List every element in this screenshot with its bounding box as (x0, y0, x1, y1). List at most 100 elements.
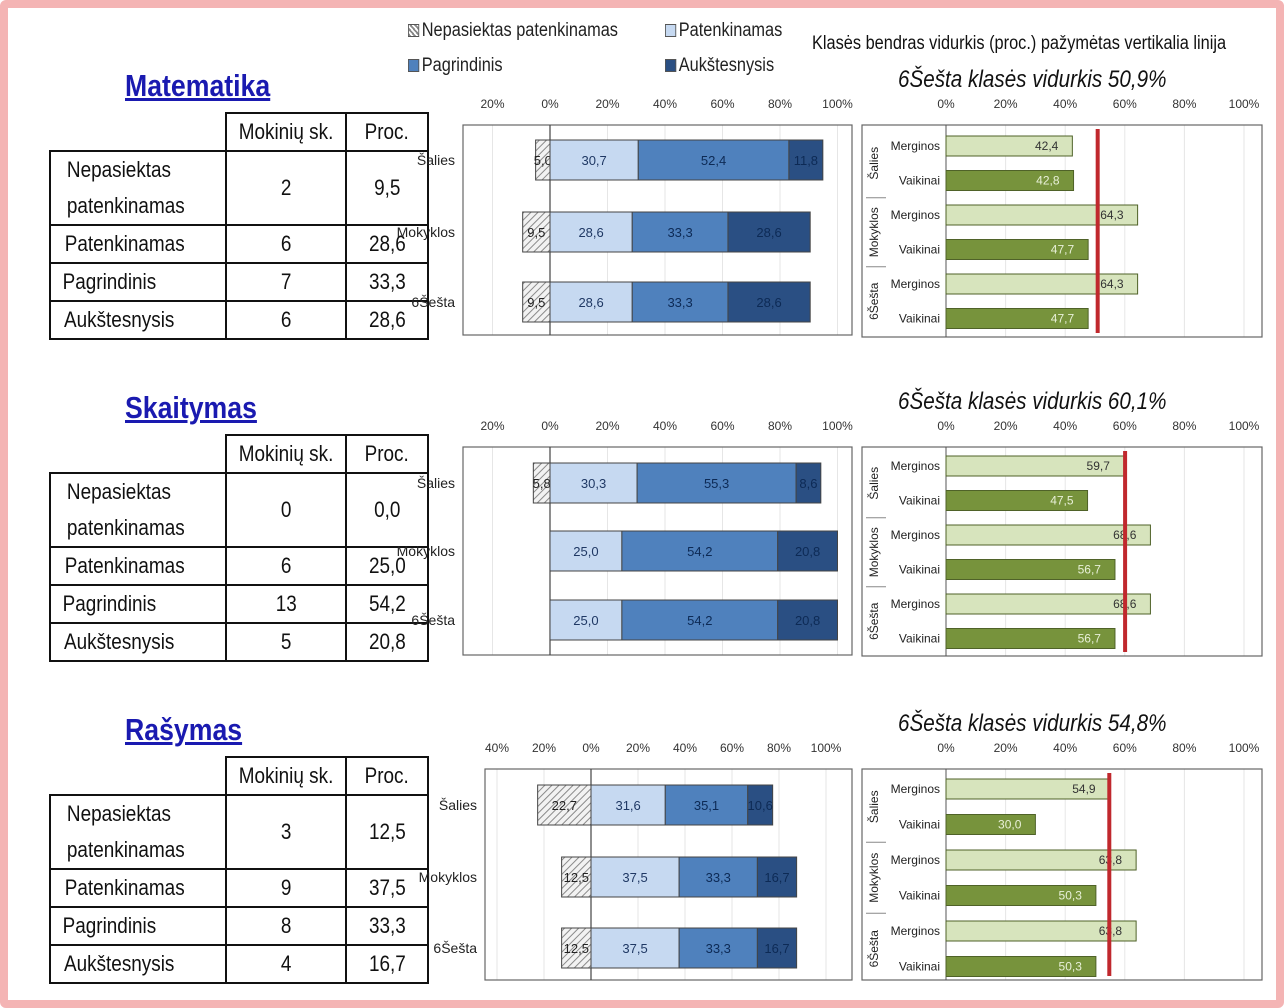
legend-swatch-blue (408, 59, 420, 73)
data-label: 56,7 (1078, 632, 1102, 646)
legend-label: Patenkinamas (678, 20, 783, 41)
category-label: 6Šešta (411, 612, 455, 628)
category-label: Mokyklos (397, 224, 455, 240)
category-label: Mokyklos (397, 543, 455, 559)
row-label: Nepasiektas patenkinamas (49, 472, 227, 548)
data-label: 22,7 (552, 798, 577, 813)
bar-boys (945, 490, 1089, 511)
legend-label: Aukštesnysis (678, 55, 775, 76)
axis-tick-label: 20% (480, 419, 504, 433)
cell-percent: 28,6 (345, 300, 429, 340)
axis-tick-label: 60% (720, 741, 744, 755)
axis-tick-label: 20% (595, 97, 619, 111)
row-label: Nepasiektas patenkinamas (49, 150, 227, 226)
cell-percent: 9,5 (345, 150, 429, 226)
axis-tick-label: 60% (1113, 741, 1137, 755)
cell-count: 2 (225, 150, 347, 226)
bar-segment (636, 462, 797, 504)
legend-label: Pagrindinis (421, 55, 503, 76)
class-average-title: 6Šešta klasės vidurkis 54,8% (898, 710, 1167, 737)
data-label: 54,9 (1072, 782, 1096, 796)
axis-tick-label: 100% (822, 97, 853, 111)
axis-tick-label: 20% (994, 419, 1018, 433)
data-label: 9,5 (527, 295, 545, 310)
axis-tick-label: 20% (480, 97, 504, 111)
plot-area-border (462, 124, 853, 336)
bar-girls (945, 135, 1073, 157)
axis-tick-label: 80% (768, 97, 792, 111)
data-label: 55,3 (704, 476, 729, 491)
category-label: 6Šešta (433, 940, 477, 956)
data-label: 59,7 (1087, 459, 1111, 473)
group-label: Mokyklos (867, 527, 881, 577)
group-label: Mokyklos (867, 853, 881, 903)
legend-item-basic: Pagrindinis (408, 55, 503, 77)
row-label: Vaikinai (899, 174, 940, 188)
axis-tick-label: 100% (1229, 741, 1260, 755)
row-label: Merginos (891, 528, 940, 542)
category-label: Šalies (439, 797, 477, 813)
bar-girls (945, 593, 1151, 615)
bar-girls (945, 920, 1137, 942)
results-table-skaitymas: Mokinių sk. Proc. Nepasiektas patenkinam… (49, 434, 429, 662)
bar-girls (945, 204, 1139, 226)
bar-segment (777, 599, 839, 641)
cell-percent: 28,6 (345, 224, 429, 264)
legend-swatch-hatch (408, 24, 420, 38)
cell-count: 5 (225, 622, 347, 662)
data-label: 28,6 (578, 295, 603, 310)
axis-tick-label: 100% (822, 419, 853, 433)
column-header-percent: Proc. (345, 434, 429, 474)
data-label: 31,6 (615, 798, 640, 813)
bar-segment (549, 139, 639, 181)
data-label: 33,3 (706, 870, 731, 885)
column-header-count: Mokinių sk. (225, 112, 347, 152)
bar-boys (945, 559, 1116, 580)
row-label: Vaikinai (899, 960, 940, 974)
legend-item-advanced: Aukštesnysis (665, 55, 774, 77)
data-label: 11,8 (794, 153, 818, 168)
category-label: Šalies (417, 152, 455, 168)
data-label: 28,6 (756, 225, 781, 240)
bar-segment (549, 211, 633, 253)
axis-tick-label: 40% (485, 741, 509, 755)
axis-tick-label: 20% (994, 97, 1018, 111)
row-label: Pagrindinis (49, 262, 227, 302)
bar-segment (631, 211, 729, 253)
axis-tick-label: 60% (1113, 97, 1137, 111)
legend-item-not-reached: Nepasiektas patenkinamas (408, 20, 618, 42)
axis-tick-label: 20% (994, 741, 1018, 755)
data-label: 47,5 (1050, 494, 1074, 508)
data-label: 5,8 (533, 476, 551, 491)
axis-tick-label: 80% (1172, 419, 1196, 433)
cell-percent: 25,0 (345, 546, 429, 586)
data-label: 10,6 (748, 798, 773, 813)
bar-boys (945, 956, 1097, 977)
data-label: 54,2 (687, 544, 712, 559)
axis-tick-label: 80% (1172, 97, 1196, 111)
data-label: 28,6 (756, 295, 781, 310)
data-label: 56,7 (1078, 563, 1102, 577)
axis-tick-label: 40% (653, 97, 677, 111)
row-label: Vaikinai (899, 818, 940, 832)
axis-tick-label: 80% (1172, 741, 1196, 755)
axis-tick-label: 0% (937, 97, 955, 111)
subject-title-rasymas: Rašymas (125, 712, 243, 747)
cell-count: 6 (225, 300, 347, 340)
row-label: Patenkinamas (49, 546, 227, 586)
data-label: 35,1 (694, 798, 719, 813)
row-label: Merginos (891, 782, 940, 796)
bar-boys (945, 308, 1089, 329)
plot-area-border (462, 446, 853, 656)
bar-boys (945, 170, 1075, 191)
axis-tick-label: 40% (1053, 97, 1077, 111)
data-label: 37,5 (622, 941, 647, 956)
group-label: 6Šešta (866, 282, 881, 320)
results-table-rasymas: Mokinių sk. Proc. Nepasiektas patenkinam… (49, 756, 429, 984)
results-table-matematika: Mokinių sk. Proc. Nepasiektas patenkinam… (49, 112, 429, 340)
data-label: 47,7 (1051, 312, 1075, 326)
category-label: 6Šešta (411, 294, 455, 310)
row-label: Merginos (891, 277, 940, 291)
column-header-percent: Proc. (345, 112, 429, 152)
bar-segment (621, 530, 779, 572)
